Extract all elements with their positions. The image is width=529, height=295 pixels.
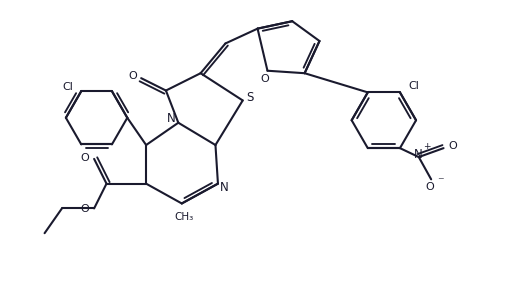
Text: Cl: Cl xyxy=(62,82,74,92)
Text: ⁻: ⁻ xyxy=(437,175,443,188)
Text: O: O xyxy=(81,153,89,163)
Text: CH₃: CH₃ xyxy=(175,212,194,222)
Text: +: + xyxy=(423,142,431,151)
Text: O: O xyxy=(426,182,434,192)
Text: Cl: Cl xyxy=(408,81,419,91)
Text: S: S xyxy=(247,91,254,104)
Text: N: N xyxy=(414,148,422,161)
Text: O: O xyxy=(128,71,136,81)
Text: O: O xyxy=(448,141,457,151)
Text: O: O xyxy=(81,204,89,214)
Text: O: O xyxy=(261,74,269,84)
Text: N: N xyxy=(167,112,175,125)
Text: N: N xyxy=(220,181,228,194)
